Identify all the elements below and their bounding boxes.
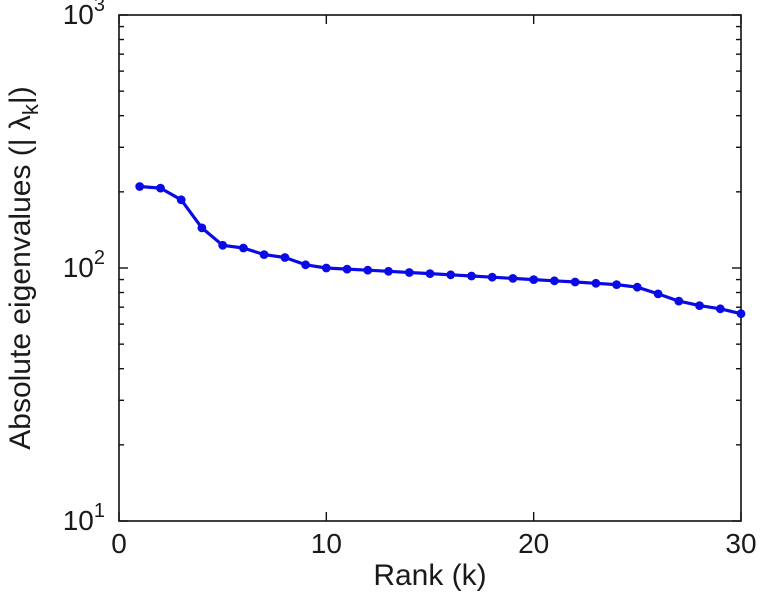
data-point-marker [404, 268, 414, 277]
data-point-marker [425, 269, 435, 278]
data-point-marker [156, 183, 165, 193]
data-point-marker [529, 275, 539, 284]
data-point-marker [321, 263, 331, 273]
data-point-marker [674, 296, 684, 306]
y-tick-labels: 101 102 103 [63, 0, 105, 536]
data-point-marker [197, 223, 207, 233]
data-point-marker [508, 274, 518, 283]
x-axis-label: Rank (k) [373, 559, 486, 592]
data-point-marker [239, 243, 248, 253]
tick-marks [118, 14, 742, 522]
x-tick-label: 20 [518, 528, 549, 559]
data-point-marker [218, 240, 228, 250]
y-tick-label: 103 [63, 0, 105, 30]
x-tick-labels: 0 10 20 30 [111, 528, 756, 559]
data-point-marker [736, 309, 746, 319]
x-tick-label: 0 [111, 528, 127, 559]
data-point-marker [467, 271, 476, 281]
data-point-marker [612, 280, 621, 289]
y-tick-label: 101 [63, 500, 105, 536]
x-tick-label: 30 [725, 528, 756, 559]
data-point-marker [363, 265, 373, 275]
data-point-marker [695, 301, 704, 310]
data-point-marker [176, 195, 186, 205]
data-point-marker [570, 277, 580, 287]
data-point-marker [715, 304, 725, 314]
data-point-marker [280, 253, 290, 262]
data-point-marker [653, 289, 663, 299]
data-point-marker [632, 282, 642, 292]
line-markers [135, 182, 746, 319]
data-point-marker [301, 260, 310, 270]
data-point-marker [446, 270, 456, 280]
data-point-marker [550, 276, 559, 286]
data-point-marker [135, 182, 145, 191]
data-point-marker [487, 272, 497, 282]
data-point-marker [384, 266, 393, 276]
data-point-marker [259, 250, 269, 259]
y-tick-label: 102 [63, 247, 105, 283]
x-tick-label: 10 [311, 528, 342, 559]
data-point-marker [342, 264, 352, 274]
y-axis-label: Absolute eigenvalues (| λk|) [4, 86, 43, 449]
data-point-marker [591, 278, 601, 288]
